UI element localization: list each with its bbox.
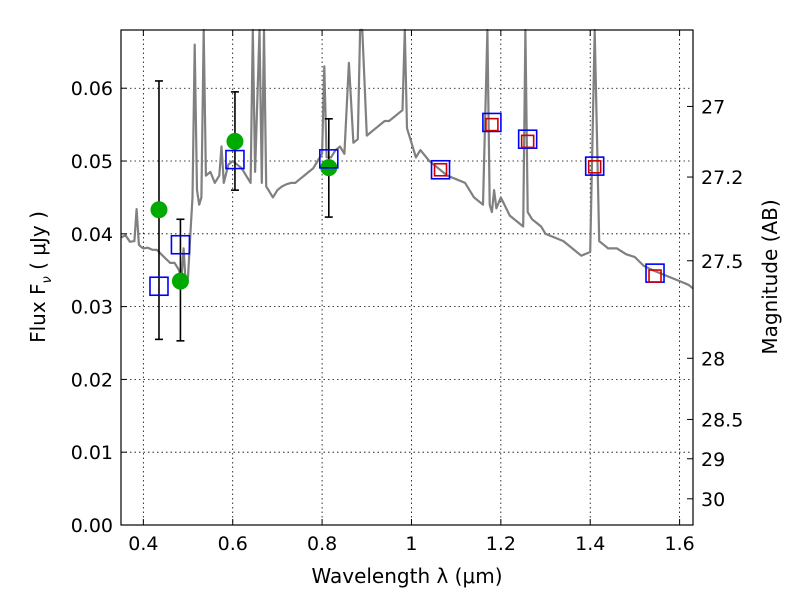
right-tick-label: 28.5 [701, 409, 743, 431]
x-tick-label: 0.6 [218, 533, 248, 555]
blue-square-point [318, 149, 339, 169]
red-square-point [587, 160, 602, 174]
x-tick-label: 1.2 [486, 533, 516, 555]
red-square-point [433, 162, 448, 177]
x-tick-label: 0.4 [128, 533, 158, 555]
y-tick-label: 0.01 [71, 442, 113, 464]
x-tick-label: 0.8 [307, 533, 337, 555]
right-tick-label: 27.2 [701, 167, 743, 189]
x-tick-label: 1 [405, 533, 417, 555]
plot-frame [120, 29, 694, 526]
right-tick-label: 29 [701, 449, 725, 471]
green-data-point [226, 132, 244, 150]
markers [149, 112, 665, 297]
y-tick-label: 0.02 [71, 369, 113, 391]
right-tick-label: 27.5 [701, 251, 743, 273]
red-square-point [520, 134, 535, 149]
blue-square-point [430, 159, 451, 180]
y-axis-label: Flux Fν ( μJy ) [26, 211, 55, 343]
x-tick-label: 1.4 [575, 533, 605, 555]
y-tick-label: 0.06 [71, 78, 113, 100]
green-data-point [150, 201, 168, 219]
right-tick-label: 28 [701, 348, 725, 370]
right-axis-label: Magnitude (AB) [758, 199, 782, 354]
spectrum-line [120, 28, 694, 290]
green-data-point [171, 272, 189, 290]
blue-square-point [517, 129, 538, 149]
y-tick-label: 0.05 [71, 151, 113, 173]
y-tick-label: 0.00 [71, 515, 113, 537]
x-tick-label: 1.6 [664, 533, 694, 555]
blue-square-point [149, 276, 169, 297]
blue-square-point [225, 149, 245, 170]
blue-square-point [170, 234, 191, 255]
y-tick-label: 0.04 [71, 224, 113, 246]
x-axis-label: Wavelength λ (μm) [311, 564, 502, 588]
right-tick-label: 27 [701, 96, 725, 118]
blue-square-point [584, 156, 605, 176]
blue-square-point [482, 112, 502, 133]
spectrum-layer [120, 28, 694, 290]
red-square-point [485, 117, 499, 132]
right-tick-label: 30 [701, 489, 725, 511]
axis-ticks: 0.4 0.6 0.8 1 1.2 1.4 1.6 0.00 0.01 0.02 0.03 0.04 0… [71, 30, 743, 555]
red-square-point [648, 269, 662, 283]
y-tick-label: 0.03 [71, 297, 113, 319]
